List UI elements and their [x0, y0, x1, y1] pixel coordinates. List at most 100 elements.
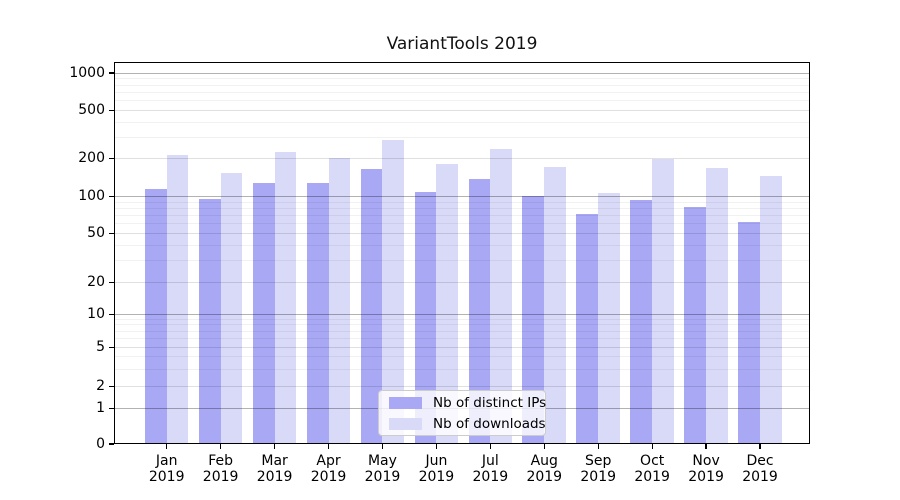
y-tick-label-0: 0 [96, 435, 105, 452]
bar-aug-nb-of-downloads [544, 166, 567, 444]
bar-oct-nb-of-distinct-ips [630, 200, 653, 444]
y-tick-label-200: 200 [78, 150, 105, 167]
bar-feb-nb-of-distinct-ips [198, 199, 221, 444]
y-tick-mark-5 [109, 346, 114, 348]
x-tick-label-mar: Mar 2019 [256, 453, 293, 485]
bar-may-nb-of-downloads [382, 139, 405, 444]
legend-entry-nb-of-distinct-ips: Nb of distinct IPs [389, 394, 547, 411]
bar-jun-nb-of-distinct-ips [414, 192, 437, 444]
gridline-60 [114, 223, 810, 225]
bar-oct-nb-of-downloads [652, 158, 674, 444]
y-tick-label-20: 20 [87, 273, 105, 290]
x-tick-label-jul: Jul 2019 [472, 453, 509, 485]
bar-jul-nb-of-distinct-ips [468, 179, 491, 444]
legend-label-nb-of-downloads: Nb of downloads [433, 415, 546, 432]
y-tick-label-100: 100 [78, 187, 105, 204]
gridline-70 [114, 215, 810, 217]
bar-dec-nb-of-distinct-ips [738, 222, 761, 444]
bar-jan-nb-of-downloads [166, 155, 189, 444]
gridline-10 [114, 313, 810, 315]
gridline-80 [114, 207, 810, 209]
gridline-30 [114, 260, 810, 262]
x-tick-mark-mar [273, 444, 276, 449]
gridline-4 [114, 356, 810, 358]
y-tick-label-1000: 1000 [69, 64, 105, 81]
y-tick-mark-1 [109, 407, 114, 409]
gridline-800 [114, 84, 810, 86]
bar-dec-nb-of-downloads [760, 176, 782, 444]
bar-mar-nb-of-distinct-ips [252, 182, 275, 444]
x-tick-label-nov: Nov 2019 [688, 453, 724, 485]
x-tick-label-aug: Aug 2019 [526, 453, 563, 485]
gridline-1000 [114, 72, 810, 74]
bar-jul-nb-of-downloads [490, 149, 513, 444]
x-tick-mark-aug [543, 444, 545, 449]
gridline-200 [114, 158, 810, 160]
x-tick-mark-dec [759, 444, 761, 449]
y-tick-mark-500 [109, 109, 114, 111]
gridline-40 [114, 245, 810, 247]
gridline-90 [114, 201, 810, 203]
y-tick-mark-1000 [109, 72, 114, 74]
x-tick-label-feb: Feb 2019 [202, 453, 239, 485]
y-tick-label-50: 50 [87, 225, 105, 242]
gridline-600 [114, 100, 810, 101]
y-tick-label-2: 2 [96, 377, 105, 394]
bar-may-nb-of-distinct-ips [360, 169, 383, 444]
x-tick-mark-nov [705, 444, 707, 449]
gridline-6 [114, 338, 810, 340]
legend: Nb of distinct IPs Nb of downloads [378, 390, 546, 436]
gridline-300 [114, 136, 810, 138]
grid-layer [114, 62, 810, 444]
y-tick-mark-50 [109, 233, 114, 235]
gridline-700 [114, 91, 810, 93]
bar-apr-nb-of-distinct-ips [306, 183, 329, 444]
gridline-9 [114, 318, 810, 320]
bars-layer [114, 62, 810, 444]
y-tick-label-5: 5 [96, 338, 105, 355]
x-tick-label-dec: Dec 2019 [742, 453, 778, 485]
gridline-7 [114, 330, 810, 332]
x-tick-mark-jun [435, 444, 438, 449]
y-tick-label-1: 1 [96, 399, 105, 416]
x-tick-label-sep: Sep 2019 [580, 453, 617, 485]
bar-aug-nb-of-distinct-ips [522, 196, 545, 444]
x-tick-mark-may [381, 444, 384, 449]
chart-title: VariantTools 2019 [386, 34, 538, 54]
x-tick-label-jan: Jan 2019 [148, 453, 185, 485]
y-tick-mark-100 [109, 195, 114, 198]
y-tick-mark-0 [109, 443, 114, 445]
x-tick-mark-jul [489, 444, 491, 449]
plot-border [114, 62, 810, 444]
gridline-20 [114, 281, 810, 283]
bar-sep-nb-of-downloads [598, 192, 621, 444]
x-tick-label-oct: Oct 2019 [634, 453, 670, 485]
gridline-100 [114, 195, 810, 197]
y-tick-mark-2 [109, 385, 114, 388]
plot-area: Nb of distinct IPs Nb of downloads [114, 62, 810, 444]
bar-nov-nb-of-downloads [706, 168, 728, 444]
bar-nov-nb-of-distinct-ips [684, 207, 707, 444]
bar-jun-nb-of-downloads [436, 163, 459, 444]
x-tick-mark-feb [219, 444, 222, 449]
gridline-5 [114, 346, 810, 348]
legend-label-nb-of-distinct-ips: Nb of distinct IPs [433, 394, 547, 411]
x-tick-label-may: May 2019 [364, 453, 401, 485]
gridline-400 [114, 121, 810, 123]
x-tick-label-jun: Jun 2019 [418, 453, 455, 485]
y-tick-label-500: 500 [78, 101, 105, 118]
bar-apr-nb-of-downloads [328, 157, 351, 444]
legend-swatch-nb-of-distinct-ips [389, 396, 422, 409]
bar-mar-nb-of-downloads [274, 151, 297, 444]
gridline-500 [114, 109, 810, 111]
y-tick-mark-200 [109, 158, 114, 160]
x-tick-mark-oct [651, 444, 653, 449]
gridline-900 [114, 78, 810, 80]
legend-entry-nb-of-downloads: Nb of downloads [389, 415, 546, 432]
x-tick-mark-jan [166, 444, 168, 449]
x-tick-label-apr: Apr 2019 [310, 453, 347, 485]
bar-jan-nb-of-distinct-ips [144, 188, 167, 444]
gridline-2 [114, 385, 810, 387]
legend-swatch-nb-of-downloads [389, 417, 422, 430]
